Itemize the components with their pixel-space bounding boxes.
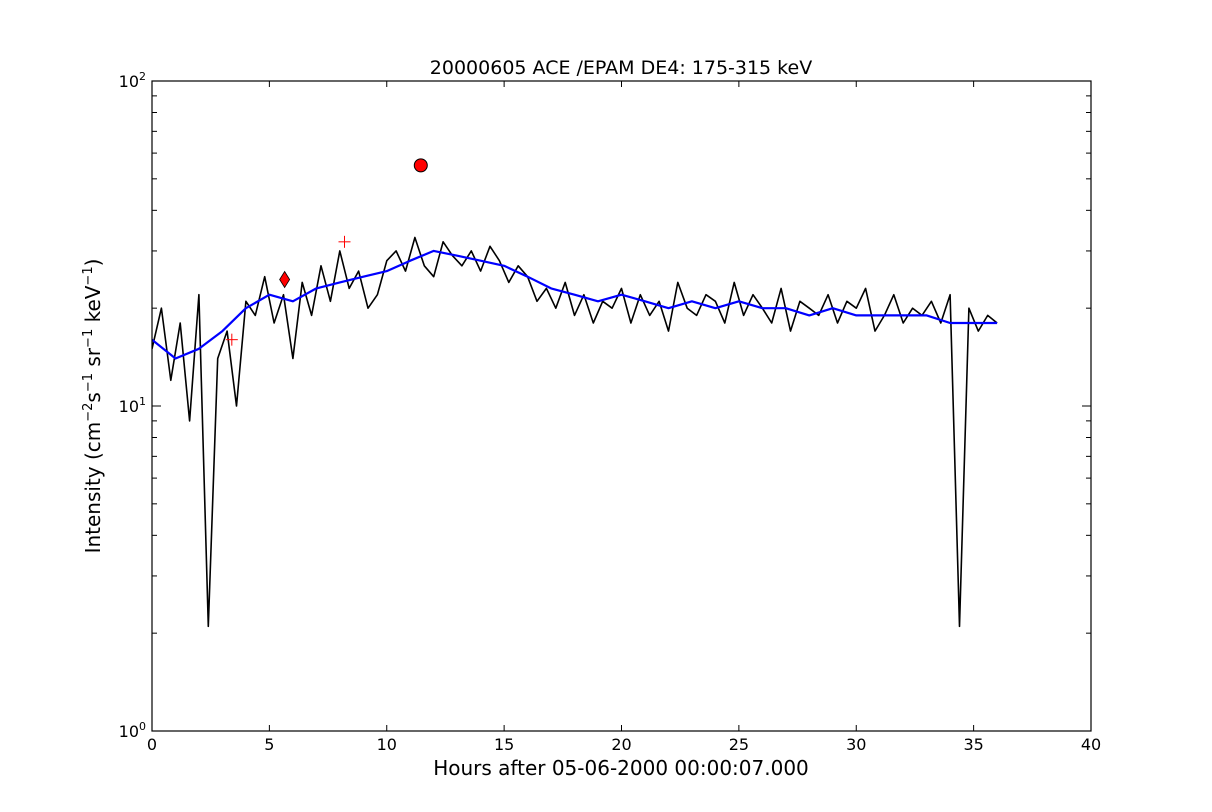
y-axis-title-prefix: Intensity (cm	[81, 422, 105, 554]
y-axis-title-sup3: −1	[81, 329, 96, 348]
x-tick-label: 40	[1081, 735, 1101, 754]
y-tick-label: 100	[119, 720, 146, 741]
x-tick-label: 0	[147, 735, 157, 754]
x-tick-label: 25	[729, 735, 749, 754]
y-axis-title: Intensity (cm−2s−1 sr−1 keV−1)	[81, 259, 105, 554]
marker-cross-1	[225, 333, 238, 346]
x-tick-label: 10	[377, 735, 397, 754]
marker-diamond-2	[279, 270, 291, 289]
x-tick-label: 15	[494, 735, 514, 754]
y-axis-title-sup2: −1	[81, 373, 96, 392]
x-axis: 0 5 10 15 20 25 30 35 40	[147, 81, 1101, 754]
x-tick-label: 35	[963, 735, 983, 754]
y-tick-label: 101	[119, 395, 146, 416]
marker-layer	[225, 158, 428, 346]
y-axis-title-sup4: −1	[81, 266, 96, 285]
y-axis: 100 101 102	[119, 70, 1091, 741]
y-axis-title-sup1: −2	[81, 403, 96, 422]
y-tick-label: 102	[119, 70, 146, 91]
marker-cross-3	[338, 235, 351, 248]
y-axis-title-suffix: )	[81, 259, 105, 267]
x-axis-title: Hours after 05-06-2000 00:00:07.000	[433, 756, 809, 780]
series-layer	[152, 236, 998, 628]
y-axis-title-mid2: sr	[81, 347, 105, 366]
series-line-raw	[152, 236, 998, 628]
x-tick-label: 20	[611, 735, 631, 754]
chart-title: 20000605 ACE /EPAM DE4: 175-315 keV	[430, 57, 812, 79]
x-tick-label: 30	[846, 735, 866, 754]
y-axis-title-mid3: keV	[81, 285, 105, 322]
marker-circle-4	[413, 158, 428, 173]
x-tick-label: 5	[264, 735, 274, 754]
y-axis-title-mid1: s	[81, 392, 105, 402]
series-line-smoothed	[152, 249, 998, 360]
